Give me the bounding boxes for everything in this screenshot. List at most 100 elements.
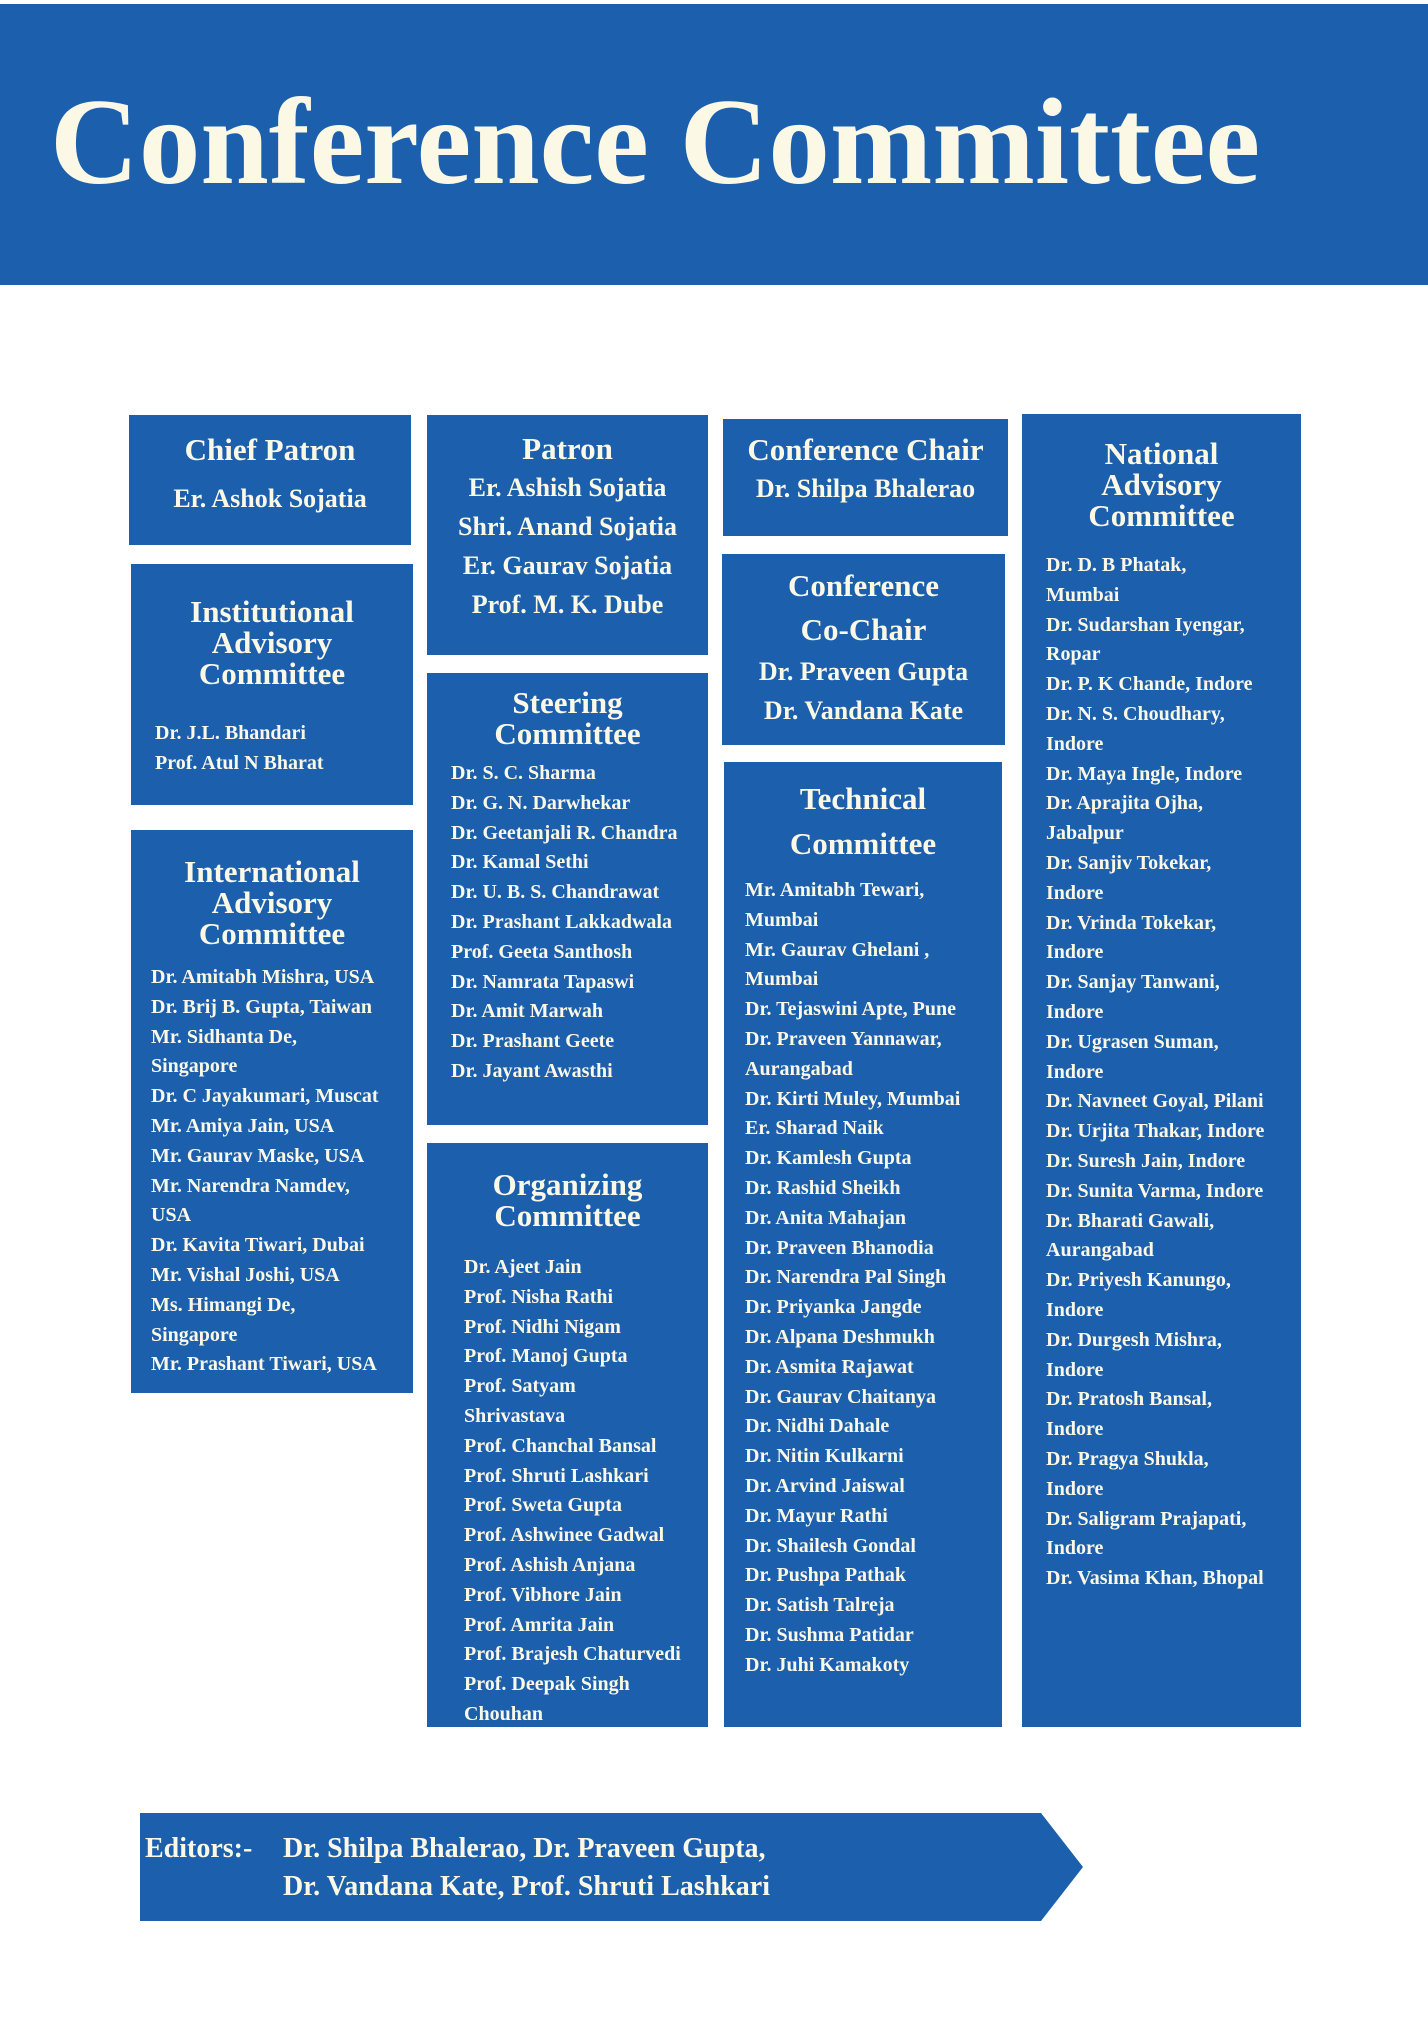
box-heading: Conference Co-Chair — [722, 564, 1005, 652]
member-name: Ropar — [1046, 643, 1101, 666]
steering-committee-box: Steering Committee Dr. S. C. Sharma Dr. G.… — [427, 673, 708, 1125]
member-name: Er. Sharad Naik — [745, 1117, 884, 1140]
member-list: Dr. Amitabh Mishra, USA Dr. Brij B. Gupta… — [131, 963, 413, 1380]
member-name: Shrivastava — [464, 1404, 566, 1427]
member-name: Dr. Sudarshan Iyengar, — [1046, 613, 1245, 636]
conference-co-chair-box: Conference Co-Chair Dr. Praveen Gupta Dr. … — [722, 554, 1005, 745]
heading-line: Advisory — [211, 885, 333, 920]
member-name: Dr. C Jayakumari, Muscat — [151, 1085, 379, 1108]
member-name: Chouhan — [464, 1702, 543, 1725]
member-name: Prof. Shruti Lashkari — [464, 1464, 649, 1487]
member-name: Dr. Priyesh Kanungo, — [1046, 1269, 1231, 1292]
member-name: Dr. Asmita Rajawat — [745, 1355, 914, 1378]
member-name: Dr. Anita Mahajan — [745, 1206, 906, 1229]
member-name: Dr. Pushpa Pathak — [745, 1564, 906, 1587]
member-name: Indore — [1046, 881, 1104, 904]
member-name: Dr. Praveen Yannawar, — [745, 1027, 942, 1050]
member-name: Indore — [1046, 732, 1104, 755]
member-name: Mr. Gaurav Maske, USA — [151, 1144, 365, 1167]
member-name: Prof. Ashwinee Gadwal — [464, 1524, 665, 1547]
box-heading: International Advisory Committee — [131, 856, 413, 949]
member-name: Dr. G. N. Darwhekar — [451, 791, 631, 814]
heading-line: Conference — [788, 568, 939, 603]
member-name: Prof. Vibhore Jain — [464, 1583, 622, 1606]
editors-label: Editors:- — [145, 1833, 253, 1864]
member-name: Dr. Kirti Muley, Mumbai — [745, 1087, 961, 1110]
box-heading: Steering Committee — [427, 687, 708, 749]
member-name: Dr. Sanjay Tanwani, — [1046, 971, 1220, 994]
editors-line: Dr. Vandana Kate, Prof. Shruti Lashkari — [283, 1871, 770, 1902]
member-name: Singapore — [151, 1323, 238, 1346]
member-name: Mumbai — [1046, 583, 1120, 606]
box-heading: Institutional Advisory Committee — [131, 596, 413, 689]
member-name: Dr. Aprajita Ojha, — [1046, 792, 1204, 815]
member-name: Indore — [1046, 1358, 1104, 1381]
member-name: Dr. Prashant Lakkadwala — [451, 910, 672, 933]
page-title: Conference Committee — [50, 73, 1261, 210]
member-name: Er. Ashish Sojatia — [468, 473, 667, 502]
heading-line: Committee — [1088, 498, 1235, 533]
member-name: Prof. Nidhi Nigam — [464, 1315, 621, 1338]
member-name: Dr. Alpana Deshmukh — [745, 1325, 935, 1348]
heading-line: National — [1104, 436, 1219, 471]
member-name: Dr. Navneet Goyal, Pilani — [1046, 1090, 1264, 1113]
member-name: Dr. Tejaswini Apte, Pune — [745, 998, 956, 1021]
member-name: Mr. Vishal Joshi, USA — [151, 1263, 340, 1286]
member-name: Indore — [1046, 941, 1104, 964]
member-name: Mumbai — [745, 968, 819, 991]
member-name: Indore — [1046, 1000, 1104, 1023]
member-name: Dr. Bharati Gawali, — [1046, 1209, 1215, 1232]
member-name: Dr. Juhi Kamakoty — [745, 1653, 910, 1676]
heading-line: Committee — [198, 916, 346, 951]
box-heading: Technical Committee — [724, 776, 1002, 866]
patron-box: Patron Er. Ashish Sojatia Shri. Anand Soj… — [427, 415, 708, 655]
member-name: Dr. Jayant Awasthi — [451, 1059, 613, 1082]
member-name: Dr. Vandana Kate — [763, 696, 964, 725]
heading-line: Organizing — [492, 1167, 643, 1202]
member-name: Indore — [1046, 1060, 1104, 1083]
member-name: Dr. Ajeet Jain — [464, 1256, 582, 1278]
member-name: Dr. Namrata Tapaswi — [451, 970, 635, 993]
member-name: Dr. Nidhi Dahale — [745, 1415, 890, 1438]
member-name: Dr. Kamlesh Gupta — [745, 1147, 912, 1170]
member-name: Indore — [1046, 1418, 1104, 1441]
chief-patron-box: Chief Patron Er. Ashok Sojatia — [129, 415, 411, 545]
member-name: Mr. Prashant Tiwari, USA — [151, 1353, 377, 1376]
member-name: Dr. J.L. Bhandari — [155, 722, 306, 744]
box-heading: Conference Chair — [747, 432, 984, 467]
member-name: Prof. Geeta Santhosh — [451, 940, 633, 963]
member-name: Prof. Sweta Gupta — [464, 1494, 622, 1517]
member-name: Prof. Ashish Anjana — [464, 1553, 636, 1576]
heading-line: Committee — [789, 826, 937, 861]
member-name: Mr. Narendra Namdev, — [151, 1174, 350, 1197]
heading-line: Committee — [494, 716, 641, 751]
member-name: Dr. Sunita Varma, Indore — [1046, 1179, 1264, 1202]
member-name: Dr. Brij B. Gupta, Taiwan — [151, 995, 372, 1018]
member-name: Indore — [1046, 1537, 1104, 1560]
member-list: Dr. D. B Phatak, Mumbai Dr. Sudarshan Iyen… — [1022, 551, 1301, 1594]
member-name: Prof. M. K. Dube — [471, 590, 664, 619]
member-name: Dr. Narendra Pal Singh — [745, 1266, 947, 1289]
member-name: Dr. P. K Chande, Indore — [1046, 673, 1253, 696]
box-heading: Organizing Committee — [427, 1169, 708, 1231]
member-name: Dr. Rashid Sheikh — [745, 1176, 901, 1199]
member-name: Prof. Amrita Jain — [464, 1613, 615, 1636]
member-name: Dr. Priyanka Jangde — [745, 1296, 922, 1319]
member-name: Prof. Deepak Singh — [464, 1673, 630, 1696]
member-name: Ms. Himangi De, — [151, 1293, 296, 1316]
member-name: Dr. Mayur Rathi — [745, 1504, 888, 1527]
international-advisory-box: International Advisory Committee Dr. Amita… — [131, 830, 413, 1393]
member-name: Shri. Anand Sojatia — [458, 512, 677, 541]
member-name: Dr. Pratosh Bansal, — [1046, 1388, 1212, 1411]
member-name: Jabalpur — [1046, 822, 1124, 845]
heading-line: Institutional — [190, 594, 354, 629]
box-heading: National Advisory Committee — [1022, 438, 1301, 531]
member-name: Indore — [1046, 1298, 1104, 1321]
member-name: Singapore — [151, 1055, 238, 1078]
member-name: Dr. Vrinda Tokekar, — [1046, 911, 1217, 934]
heading-line: International — [184, 854, 360, 889]
member-name: Prof. Brajesh Chaturvedi — [464, 1643, 681, 1666]
member-name: Dr. Amitabh Mishra, USA — [151, 966, 375, 988]
member-name: Dr. Saligram Prajapati, — [1046, 1507, 1247, 1530]
institutional-advisory-box: Institutional Advisory Committee Dr. J.L. … — [131, 564, 413, 805]
